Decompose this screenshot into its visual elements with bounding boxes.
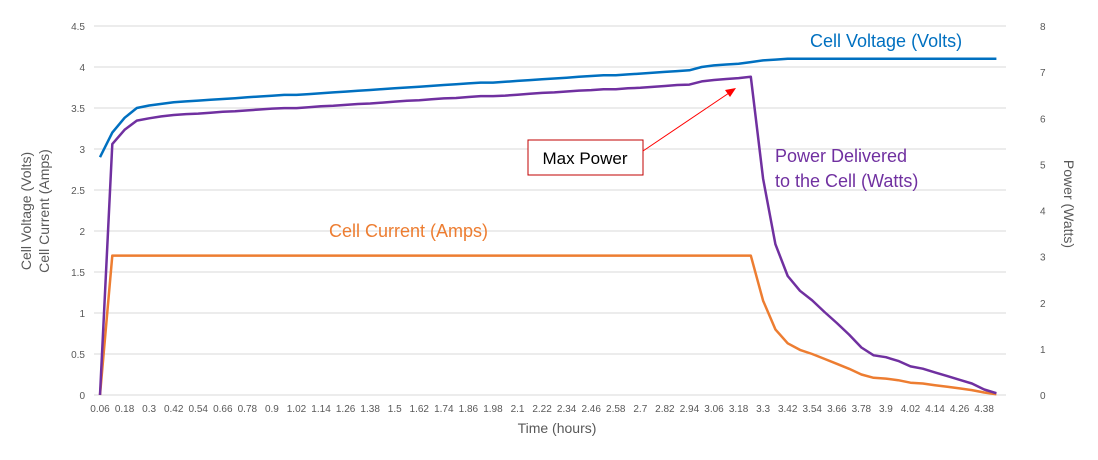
left-tick-label: 2.5 (71, 186, 85, 197)
x-tick-label: 3.3 (756, 404, 770, 415)
x-tick-label: 0.18 (115, 404, 135, 415)
right-axis-ticks: 0 1 2 3 4 5 6 7 8 (1040, 22, 1046, 402)
x-tick-label: 2.82 (655, 404, 675, 415)
right-tick-label: 7 (1040, 68, 1046, 79)
x-tick-label: 4.02 (901, 404, 921, 415)
x-tick-label: 1.14 (311, 404, 331, 415)
x-tick-label: 2.1 (511, 404, 525, 415)
right-tick-label: 8 (1040, 22, 1046, 33)
right-tick-label: 2 (1040, 299, 1046, 310)
left-axis-title-voltage: Cell Voltage (Volts) (18, 152, 34, 270)
right-tick-label: 1 (1040, 345, 1046, 356)
left-tick-label: 0.5 (71, 350, 85, 361)
x-tick-label: 3.06 (704, 404, 724, 415)
voltage-line (98, 57, 997, 158)
x-tick-label: 3.78 (852, 404, 872, 415)
left-tick-label: 3 (79, 145, 85, 156)
x-tick-label: 0.42 (164, 404, 184, 415)
x-tick-label: 2.22 (532, 404, 552, 415)
left-tick-label: 1 (79, 309, 85, 320)
power-series-label-1: Power Delivered (775, 146, 907, 166)
x-tick-label: 1.26 (336, 404, 356, 415)
x-tick-label: 3.9 (879, 404, 893, 415)
x-tick-label: 1.86 (459, 404, 479, 415)
power-series-label-2: to the Cell (Watts) (775, 171, 918, 191)
x-tick-label: 1.62 (410, 404, 430, 415)
x-tick-label: 4.14 (925, 404, 945, 415)
x-tick-label: 1.74 (434, 404, 454, 415)
max-power-arrow (642, 92, 730, 152)
x-tick-label: 2.34 (557, 404, 577, 415)
x-tick-label: 1.02 (287, 404, 307, 415)
x-tick-label: 0.06 (90, 404, 110, 415)
x-tick-label: 4.38 (974, 404, 994, 415)
left-axis-title-current: Cell Current (Amps) (36, 149, 52, 273)
x-axis-ticks: 0.06 0.18 0.3 0.42 0.54 0.66 0.78 0.9 1.02 1.14 1.… (90, 404, 994, 415)
left-axis-ticks: 0 0.5 1 1.5 2 2.5 3 3.5 4 4.5 (71, 22, 85, 402)
max-power-box (527, 139, 644, 176)
x-tick-label: 1.98 (483, 404, 503, 415)
right-tick-label: 0 (1040, 391, 1046, 402)
left-tick-label: 1.5 (71, 268, 85, 279)
right-tick-label: 6 (1040, 114, 1046, 125)
x-tick-label: 2.58 (606, 404, 626, 415)
arrowhead-icon (725, 88, 736, 97)
x-tick-label: 2.46 (581, 404, 601, 415)
current-line (98, 254, 997, 396)
x-axis-title: Time (hours) (518, 420, 597, 436)
right-tick-label: 4 (1040, 207, 1046, 218)
left-tick-label: 4.5 (71, 22, 85, 33)
x-tick-label: 2.94 (680, 404, 700, 415)
gridlines (94, 25, 1006, 396)
max-power-callout: Max Power (527, 88, 736, 176)
x-tick-label: 3.66 (827, 404, 847, 415)
current-series-label: Cell Current (Amps) (329, 221, 488, 241)
max-power-label: Max Power (542, 149, 627, 168)
x-tick-label: 3.54 (803, 404, 823, 415)
power-line (98, 75, 997, 396)
x-tick-label: 0.66 (213, 404, 233, 415)
x-tick-label: 4.26 (950, 404, 970, 415)
voltage-series-label: Cell Voltage (Volts) (810, 31, 962, 51)
right-tick-label: 3 (1040, 253, 1046, 264)
x-tick-label: 2.7 (633, 404, 647, 415)
x-tick-label: 0.78 (238, 404, 258, 415)
x-tick-label: 1.5 (388, 404, 402, 415)
left-tick-label: 4 (79, 63, 85, 74)
x-tick-label: 1.38 (360, 404, 380, 415)
series-lines (98, 57, 997, 396)
x-tick-label: 3.42 (778, 404, 798, 415)
x-tick-label: 0.9 (265, 404, 279, 415)
right-axis-title: Power (Watts) (1061, 160, 1077, 248)
left-tick-label: 0 (79, 391, 85, 402)
x-tick-label: 3.18 (729, 404, 749, 415)
x-tick-label: 0.3 (142, 404, 156, 415)
left-tick-label: 3.5 (71, 104, 85, 115)
left-tick-label: 2 (79, 227, 85, 238)
x-tick-label: 0.54 (189, 404, 209, 415)
right-tick-label: 5 (1040, 160, 1046, 171)
